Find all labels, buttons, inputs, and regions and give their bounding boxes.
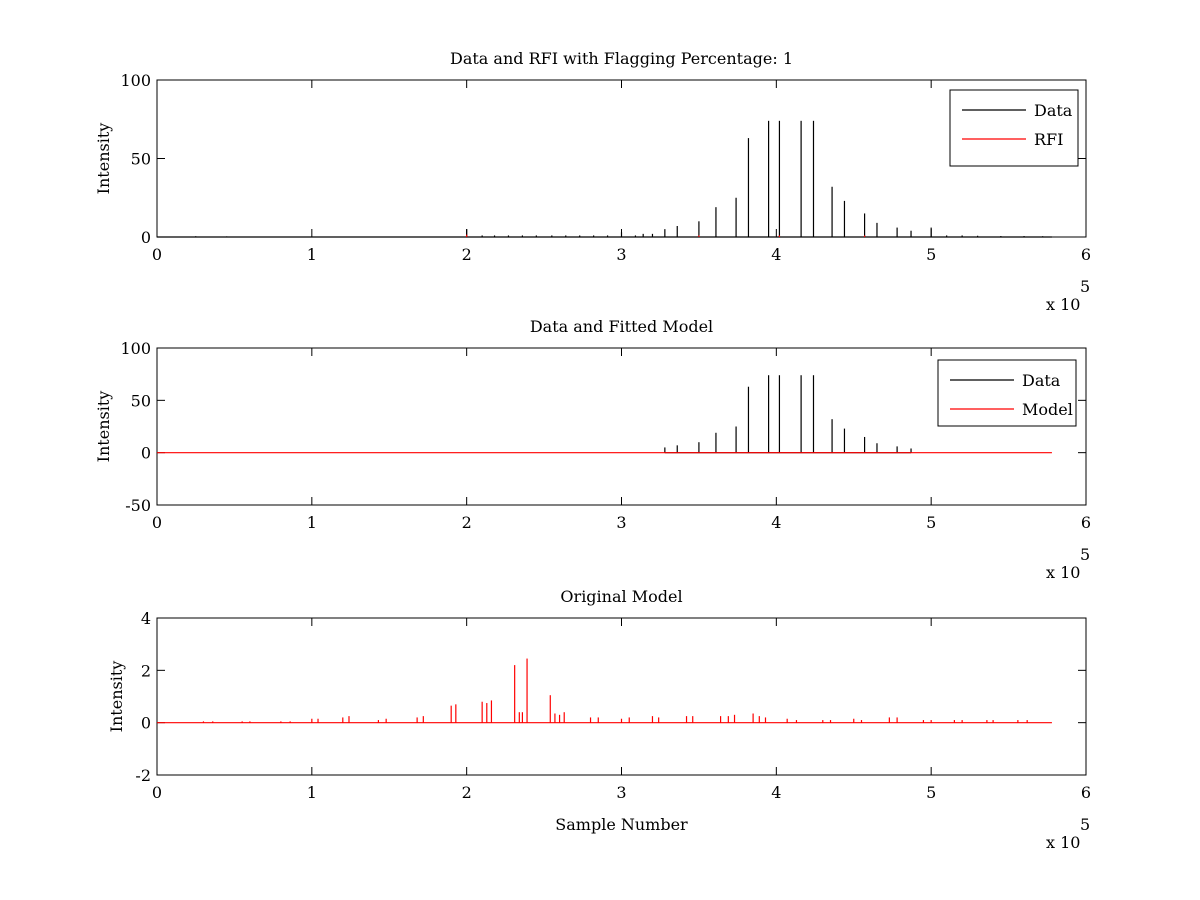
x-tick-label: 0 — [152, 513, 162, 532]
x-tick-label: 5 — [926, 783, 936, 802]
x-tick-label: 1 — [307, 783, 317, 802]
y-tick-label: -50 — [125, 496, 151, 515]
y-tick-label: 50 — [131, 150, 151, 169]
x-tick-label: 2 — [462, 245, 472, 264]
x-tick-label: 3 — [616, 513, 626, 532]
y-tick-label: 0 — [141, 444, 151, 463]
legend: Data RFI — [949, 89, 1079, 167]
x-tick-label: 6 — [1081, 245, 1091, 264]
plot-area — [156, 617, 1087, 776]
x-exponent-label: x 10 — [1046, 833, 1080, 852]
y-tick-label: -2 — [135, 766, 151, 785]
x-exponent-label: x 10 — [1046, 563, 1080, 582]
x-tick-label: 5 — [926, 245, 936, 264]
y-tick-label: 100 — [120, 71, 151, 90]
y-tick-label: 100 — [120, 339, 151, 358]
y-axis-label: Intensity — [107, 661, 126, 733]
x-exponent-power: 5 — [1080, 277, 1090, 296]
x-tick-label: 4 — [771, 245, 781, 264]
x-tick-label: 2 — [462, 783, 472, 802]
y-tick-label: 0 — [141, 714, 151, 733]
y-tick-label: 4 — [141, 609, 151, 628]
legend-box — [937, 359, 1077, 427]
x-tick-label: 0 — [152, 783, 162, 802]
y-tick-label: 0 — [141, 228, 151, 247]
plot-area — [156, 347, 1087, 506]
x-tick-label: 3 — [616, 245, 626, 264]
plot-area — [156, 79, 1087, 238]
legend-box — [949, 89, 1079, 167]
x-tick-label: 0 — [152, 245, 162, 264]
y-tick-label: 2 — [141, 661, 151, 680]
legend-label: Data — [1022, 371, 1061, 390]
x-tick-label: 5 — [926, 513, 936, 532]
x-axis-label: Sample Number — [555, 815, 688, 834]
chart-title: Original Model — [560, 587, 682, 606]
chart-title: Data and Fitted Model — [530, 317, 713, 336]
x-tick-label: 6 — [1081, 513, 1091, 532]
legend-label: Model — [1022, 400, 1073, 419]
x-tick-label: 1 — [307, 245, 317, 264]
x-tick-label: 6 — [1081, 783, 1091, 802]
x-tick-label: 4 — [771, 783, 781, 802]
x-tick-label: 1 — [307, 513, 317, 532]
x-tick-label: 2 — [462, 513, 472, 532]
x-exponent-label: x 10 — [1046, 295, 1080, 314]
x-exponent-power: 5 — [1080, 815, 1090, 834]
y-axis-label: Intensity — [94, 391, 113, 463]
legend: Data Model — [937, 359, 1077, 427]
series-model — [157, 658, 1052, 724]
series-rfi — [466, 234, 866, 237]
y-tick-label: 50 — [131, 391, 151, 410]
chart-title: Data and RFI with Flagging Percentage: 1 — [450, 49, 793, 68]
legend-label: Data — [1034, 101, 1073, 120]
legend-label: RFI — [1034, 130, 1063, 149]
x-tick-label: 3 — [616, 783, 626, 802]
x-exponent-power: 5 — [1080, 545, 1090, 564]
series-data — [157, 120, 1052, 238]
y-axis-label: Intensity — [94, 123, 113, 195]
x-tick-label: 4 — [771, 513, 781, 532]
